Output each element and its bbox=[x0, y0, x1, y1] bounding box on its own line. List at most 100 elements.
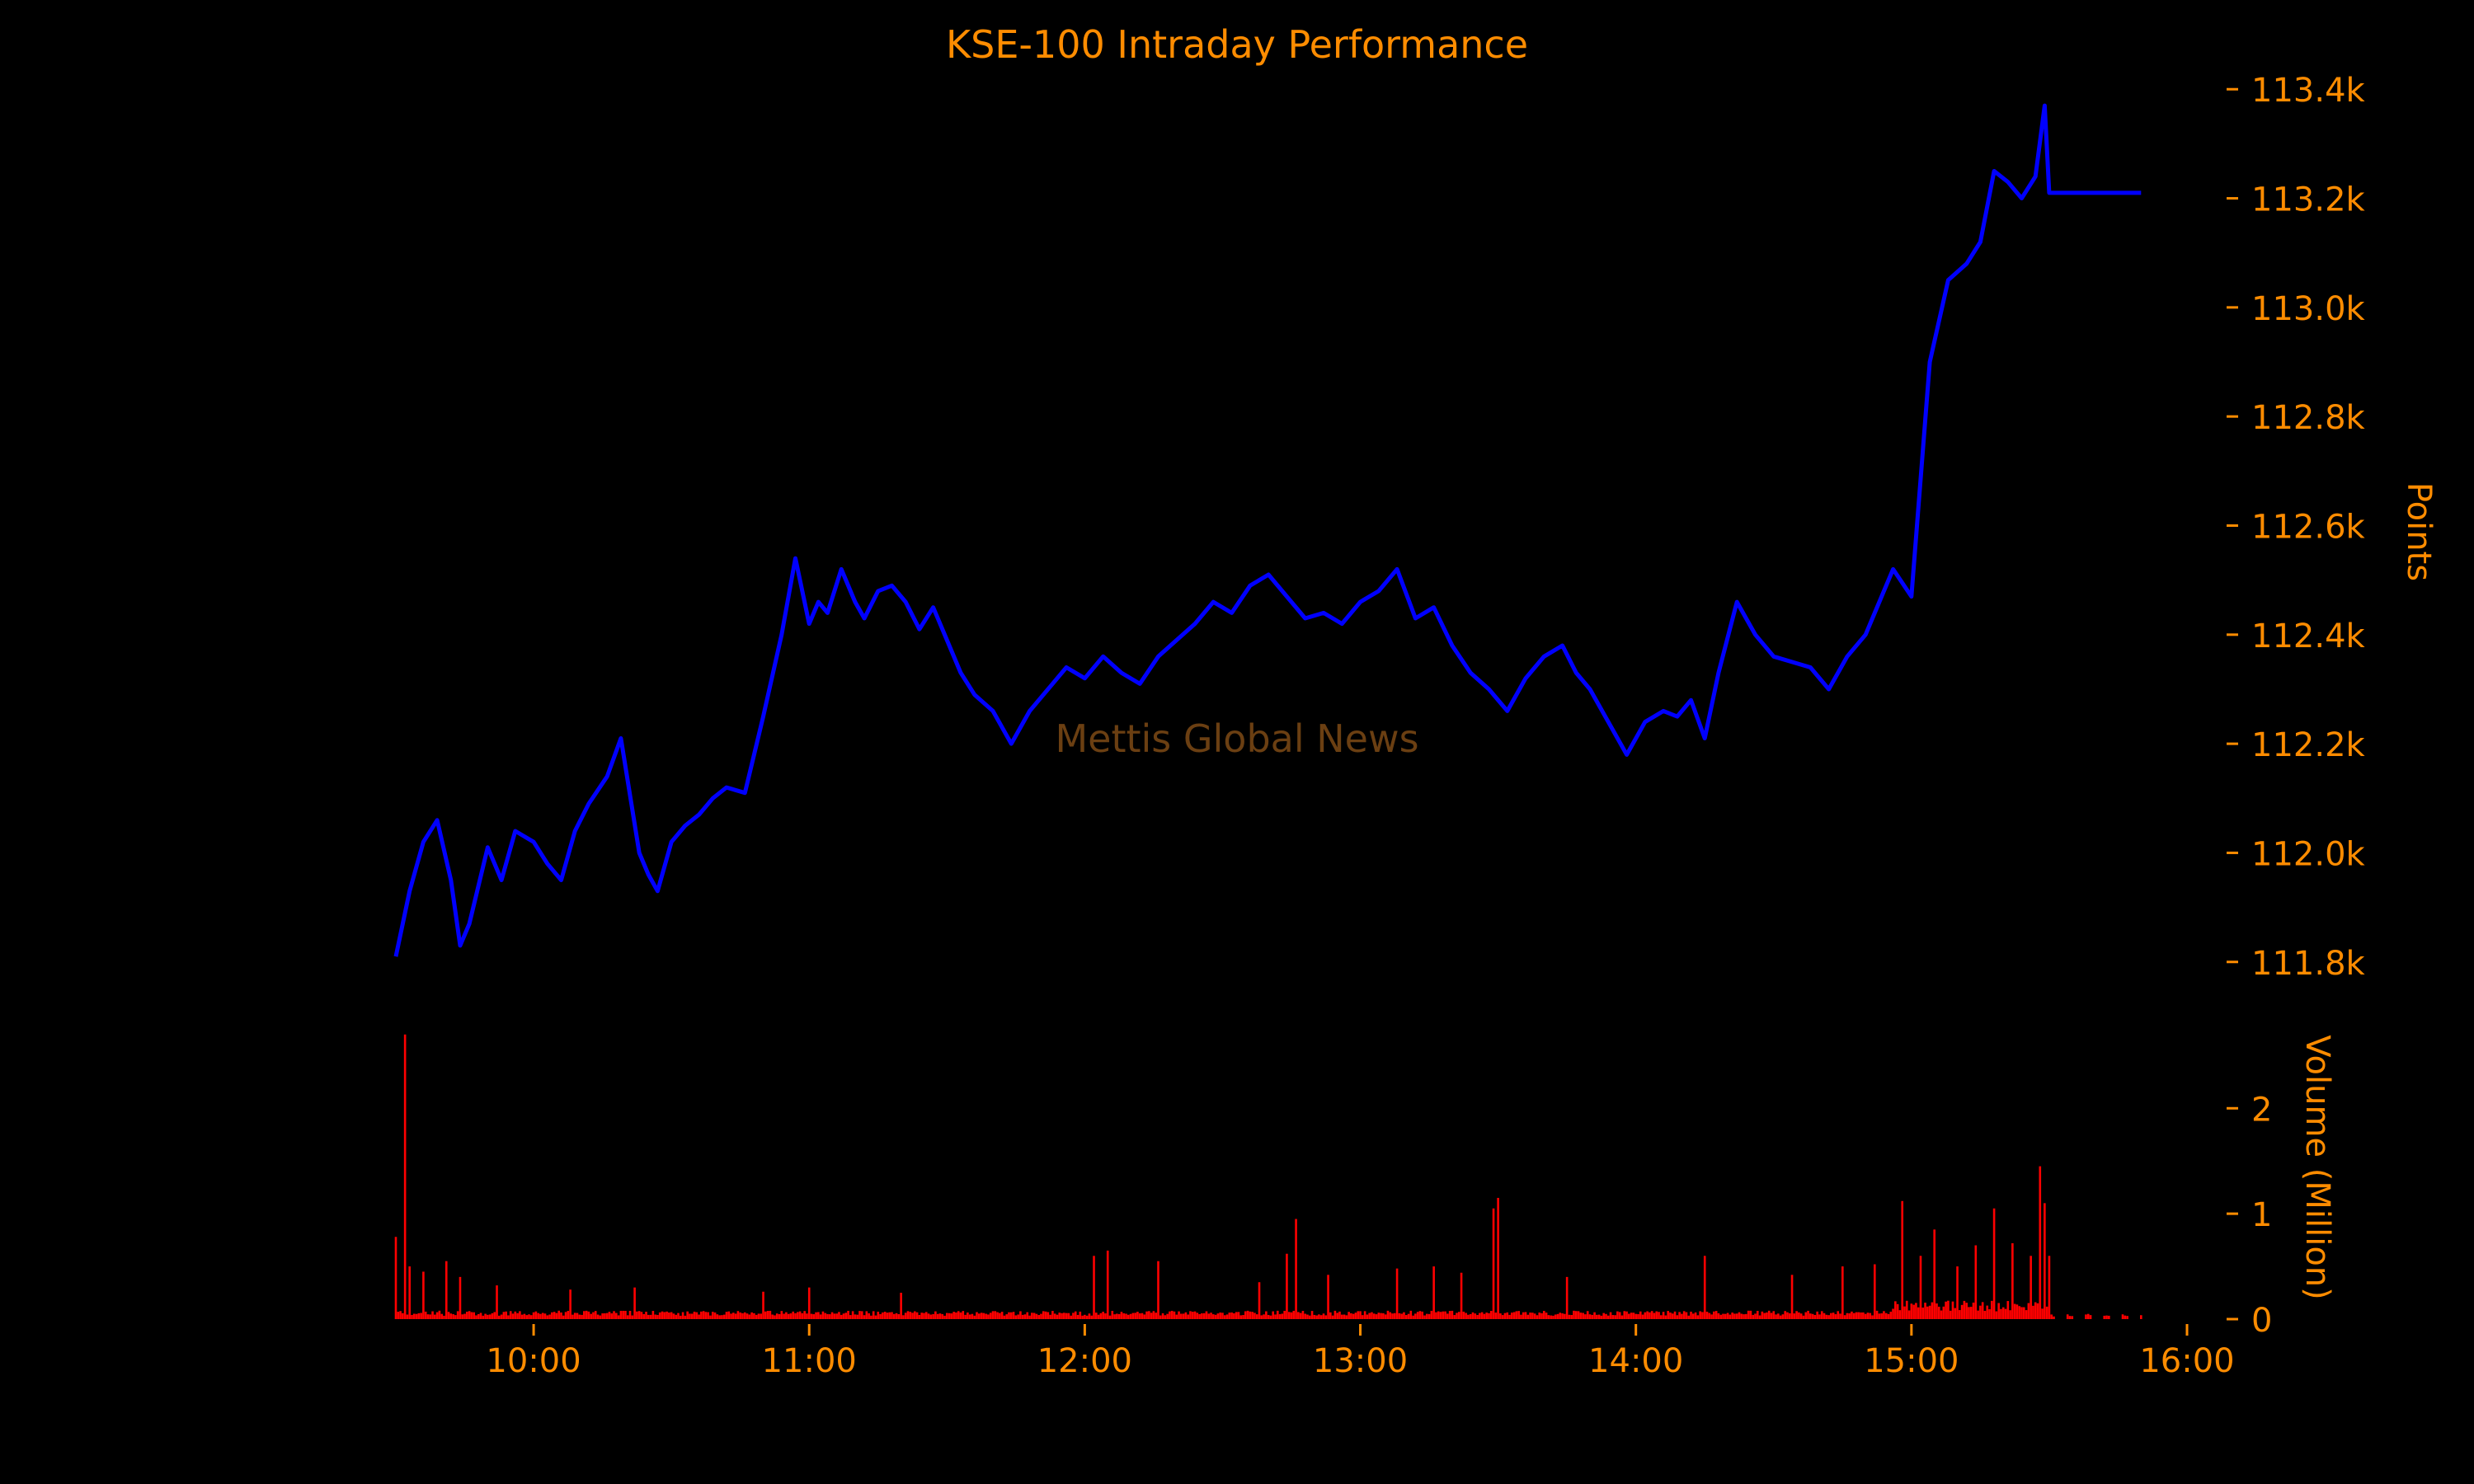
volume-bar bbox=[849, 1315, 852, 1319]
price-y-axis-label: Points bbox=[2400, 482, 2438, 581]
volume-bar bbox=[1763, 1313, 1766, 1319]
volume-bar bbox=[936, 1313, 939, 1319]
volume-bar bbox=[1981, 1302, 1984, 1319]
volume-bar bbox=[1205, 1311, 1208, 1319]
volume-bar bbox=[1295, 1219, 1297, 1319]
volume-bar bbox=[546, 1315, 549, 1319]
volume-bar bbox=[1489, 1311, 1493, 1319]
volume-bar bbox=[1632, 1313, 1635, 1319]
volume-bar bbox=[1921, 1308, 1925, 1319]
volume-bar bbox=[466, 1312, 468, 1319]
volume-bar bbox=[778, 1314, 781, 1319]
volume-bar bbox=[1474, 1313, 1477, 1319]
volume-bar bbox=[1138, 1313, 1141, 1319]
volume-bar bbox=[1322, 1313, 1325, 1319]
volume-bar bbox=[1747, 1310, 1750, 1319]
volume-bar bbox=[573, 1313, 576, 1319]
volume-bar bbox=[1081, 1315, 1084, 1319]
volume-bar bbox=[2071, 1316, 2074, 1319]
volume-bar bbox=[509, 1311, 512, 1319]
volume-bar bbox=[1448, 1311, 1451, 1319]
volume-bar bbox=[1710, 1314, 1713, 1319]
volume-bar bbox=[1878, 1313, 1881, 1319]
volume-bar bbox=[830, 1312, 834, 1319]
volume-bar bbox=[785, 1312, 788, 1319]
volume-bar bbox=[835, 1313, 838, 1319]
volume-bar bbox=[1749, 1310, 1752, 1319]
volume-bar bbox=[730, 1313, 732, 1319]
volume-bar bbox=[1350, 1313, 1352, 1319]
volume-bar bbox=[863, 1315, 866, 1319]
volume-bar bbox=[977, 1313, 981, 1319]
volume-bar bbox=[1233, 1313, 1235, 1319]
volume-bar bbox=[957, 1311, 960, 1319]
volume-bar bbox=[968, 1314, 971, 1319]
volume-bar bbox=[1912, 1304, 1915, 1319]
price-tick-label: 113.4k bbox=[2251, 72, 2366, 110]
volume-bar bbox=[1979, 1305, 1982, 1319]
volume-bar bbox=[1136, 1312, 1139, 1319]
volume-bar bbox=[576, 1313, 579, 1319]
volume-bar bbox=[1901, 1200, 1904, 1319]
volume-bar bbox=[1584, 1314, 1587, 1319]
volume-bar bbox=[787, 1313, 790, 1319]
volume-bar bbox=[2045, 1306, 2048, 1319]
volume-bar bbox=[1605, 1313, 1607, 1319]
volume-bar bbox=[1255, 1314, 1258, 1319]
volume-bar bbox=[668, 1313, 670, 1319]
volume-bar bbox=[1476, 1314, 1479, 1319]
volume-bar bbox=[1219, 1313, 1221, 1319]
volume-bar bbox=[1846, 1313, 1849, 1319]
volume-bar bbox=[553, 1312, 556, 1319]
volume-bar bbox=[1444, 1311, 1446, 1319]
volume-bar bbox=[927, 1313, 930, 1319]
volume-bar bbox=[608, 1312, 611, 1319]
volume-bar bbox=[1497, 1197, 1499, 1319]
volume-bar bbox=[689, 1313, 691, 1319]
volume-bar bbox=[868, 1313, 870, 1319]
volume-bar bbox=[2089, 1315, 2092, 1319]
volume-bar bbox=[1898, 1310, 1902, 1319]
volume-bar bbox=[654, 1314, 656, 1319]
volume-bar bbox=[2011, 1242, 2014, 1319]
volume-bar bbox=[1099, 1313, 1103, 1319]
volume-bar bbox=[1503, 1313, 1507, 1319]
volume-bar bbox=[399, 1311, 402, 1319]
volume-bar bbox=[727, 1311, 731, 1319]
volume-bar bbox=[803, 1311, 806, 1319]
volume-bar bbox=[1272, 1311, 1275, 1319]
volume-bar bbox=[1802, 1315, 1805, 1319]
volume-bar bbox=[656, 1314, 659, 1319]
volume-bar bbox=[833, 1313, 836, 1319]
volume-bar bbox=[1173, 1311, 1176, 1319]
volume-bar bbox=[1469, 1313, 1472, 1319]
volume-bar bbox=[1430, 1310, 1433, 1319]
volume-bar bbox=[929, 1314, 933, 1319]
volume-bar bbox=[1129, 1313, 1132, 1319]
volume-bar bbox=[1246, 1310, 1249, 1319]
volume-bar bbox=[1660, 1315, 1663, 1319]
volume-bar bbox=[1363, 1311, 1366, 1319]
volume-bar bbox=[1084, 1314, 1086, 1319]
volume-bar bbox=[1837, 1311, 1840, 1319]
volume-bar bbox=[1565, 1276, 1569, 1319]
volume-bar bbox=[1786, 1312, 1789, 1319]
volume-bar bbox=[1788, 1313, 1791, 1319]
volume-bar bbox=[1108, 1315, 1112, 1319]
volume-bar bbox=[1658, 1312, 1660, 1319]
volume-bar bbox=[892, 1313, 896, 1319]
volume-bar bbox=[891, 1312, 893, 1319]
volume-bar bbox=[1058, 1313, 1061, 1319]
volume-bar bbox=[429, 1314, 432, 1319]
volume-bar bbox=[1714, 1311, 1718, 1319]
volume-bar bbox=[1963, 1300, 1966, 1319]
volume-bar bbox=[1733, 1313, 1736, 1319]
volume-bar bbox=[1327, 1275, 1329, 1319]
volume-bar bbox=[1442, 1311, 1445, 1319]
volume-bar bbox=[424, 1311, 427, 1319]
volume-bar bbox=[583, 1311, 586, 1319]
volume-bar bbox=[798, 1311, 802, 1319]
volume-bar bbox=[698, 1314, 700, 1319]
volume-bar bbox=[842, 1313, 845, 1319]
volume-bar bbox=[1681, 1313, 1683, 1319]
